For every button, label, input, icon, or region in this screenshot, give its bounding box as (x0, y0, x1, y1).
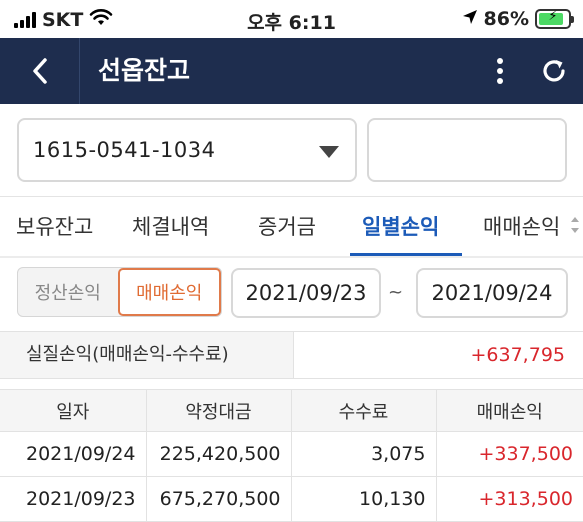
col-header-contract-amount: 약정대금 (146, 389, 292, 432)
back-button[interactable] (0, 38, 80, 104)
summary-row: 실질손익(매매손익-수수료) +637,795 (0, 331, 583, 379)
tab-executions[interactable]: 체결내역 (132, 215, 210, 239)
carrier-label: SKT (42, 8, 84, 31)
account-select[interactable]: 1615-0541-1034 (17, 118, 357, 182)
segment-settlement-pnl[interactable]: 정산손익 (34, 283, 101, 304)
battery-charging-icon: ⚡ (535, 9, 574, 29)
cell-date: 2021/09/24 (0, 431, 147, 477)
tab-trade-pnl[interactable]: 매매손익 (483, 215, 561, 239)
cell-contract-amount: 225,420,500 (146, 431, 292, 477)
segment-trade-pnl[interactable]: 매매손익 (117, 268, 221, 316)
tab-holdings[interactable]: 보유잔고 (16, 215, 94, 239)
cell-trade-pnl: +337,500 (436, 431, 583, 477)
cell-contract-amount: 675,270,500 (146, 476, 292, 522)
account-number: 1615-0541-1034 (33, 138, 216, 162)
tab-margin[interactable]: 증거금 (258, 215, 316, 239)
clock-time: 오후 6:11 (247, 12, 336, 34)
password-input[interactable] (367, 118, 567, 182)
summary-label: 실질손익(매매손익-수수료) (0, 332, 294, 378)
more-menu-button[interactable] (486, 38, 514, 104)
cell-date: 2021/09/23 (0, 476, 147, 522)
battery-percent: 86% (483, 8, 529, 30)
cell-fee: 10,130 (291, 476, 437, 522)
table-row[interactable]: 2021/09/23 675,270,500 10,130 +313,500 (0, 476, 583, 522)
date-from-input[interactable]: 2021/09/23 (231, 268, 381, 318)
tab-scroll-handle[interactable] (567, 197, 583, 256)
signal-icon (14, 11, 36, 28)
cell-trade-pnl: +313,500 (436, 476, 583, 522)
status-bar: SKT 오후 6:11 86% ⚡ (0, 0, 583, 38)
page-title: 선옵잔고 (98, 56, 191, 85)
date-range-separator: ~ (388, 282, 404, 303)
daily-pnl-table: 일자 약정대금 수수료 매매손익 2021/09/24 225,420,500 … (0, 389, 583, 522)
table-header-row: 일자 약정대금 수수료 매매손익 (0, 389, 583, 432)
col-header-trade-pnl: 매매손익 (436, 389, 583, 432)
refresh-button[interactable] (534, 38, 574, 104)
more-vertical-icon (497, 58, 503, 84)
wifi-icon (89, 8, 113, 31)
col-header-date: 일자 (0, 389, 147, 432)
cell-fee: 3,075 (291, 431, 437, 477)
date-to-input[interactable]: 2021/09/24 (416, 268, 568, 318)
status-left: SKT (14, 8, 113, 31)
table-row[interactable]: 2021/09/24 225,420,500 3,075 +337,500 (0, 431, 583, 477)
app-header: 선옵잔고 (0, 38, 583, 104)
status-right: 86% ⚡ (462, 8, 574, 30)
col-header-fee: 수수료 (291, 389, 437, 432)
chevron-left-icon (32, 58, 47, 84)
active-tab-indicator (350, 253, 462, 256)
tab-daily-pnl[interactable]: 일별손익 (362, 215, 440, 239)
refresh-icon (543, 60, 565, 82)
summary-value: +637,795 (470, 344, 566, 366)
tab-bar: 보유잔고 체결내역 증거금 일별손익 매매손익 (0, 196, 583, 258)
caret-down-icon (319, 146, 339, 158)
pnl-type-segment: 정산손익 매매손익 (17, 267, 222, 317)
location-arrow-icon (462, 8, 478, 30)
